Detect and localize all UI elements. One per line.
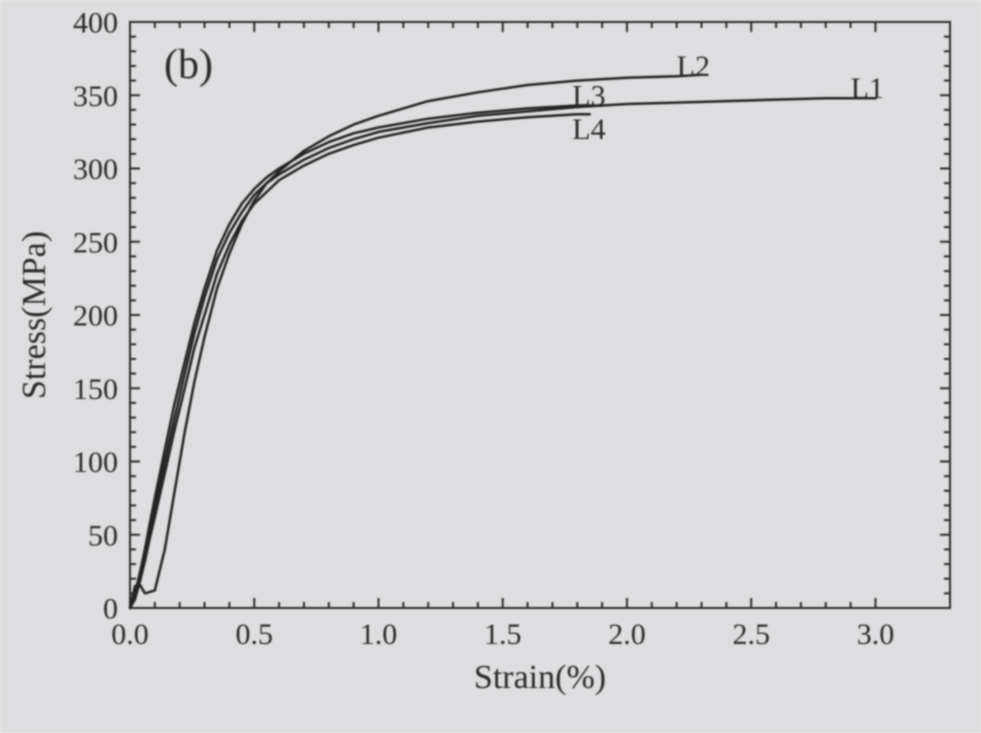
x-tick-label: 2.5 (732, 618, 770, 651)
x-tick-label: 1.5 (484, 618, 522, 651)
x-axis-label: Strain(%) (474, 659, 606, 696)
y-tick-label: 100 (73, 446, 118, 479)
series-label-l2: L2 (677, 50, 710, 83)
x-tick-label: 1.0 (360, 618, 398, 651)
y-tick-label: 400 (73, 7, 118, 40)
y-tick-label: 50 (88, 519, 118, 552)
series-l1 (130, 98, 876, 608)
x-tick-label: 0.5 (235, 618, 273, 651)
x-tick-label: 2.0 (608, 618, 646, 651)
series-label-l4: L4 (572, 113, 605, 146)
panel-label: (b) (164, 42, 213, 88)
x-tick-label: 3.0 (857, 618, 895, 651)
y-tick-label: 200 (73, 300, 118, 333)
y-tick-label: 0 (103, 593, 118, 626)
chart-svg: 0.00.51.01.52.02.53.00501001502002503003… (0, 0, 981, 733)
y-tick-label: 350 (73, 80, 118, 113)
y-axis-label: Stress(MPa) (16, 231, 53, 399)
series-l2 (130, 75, 702, 608)
series-label-l1: L1 (851, 72, 884, 105)
stress-strain-chart: 0.00.51.01.52.02.53.00501001502002503003… (0, 0, 981, 733)
y-tick-label: 300 (73, 153, 118, 186)
y-tick-label: 150 (73, 373, 118, 406)
series-label-l3: L3 (572, 80, 605, 113)
y-tick-label: 250 (73, 226, 118, 259)
